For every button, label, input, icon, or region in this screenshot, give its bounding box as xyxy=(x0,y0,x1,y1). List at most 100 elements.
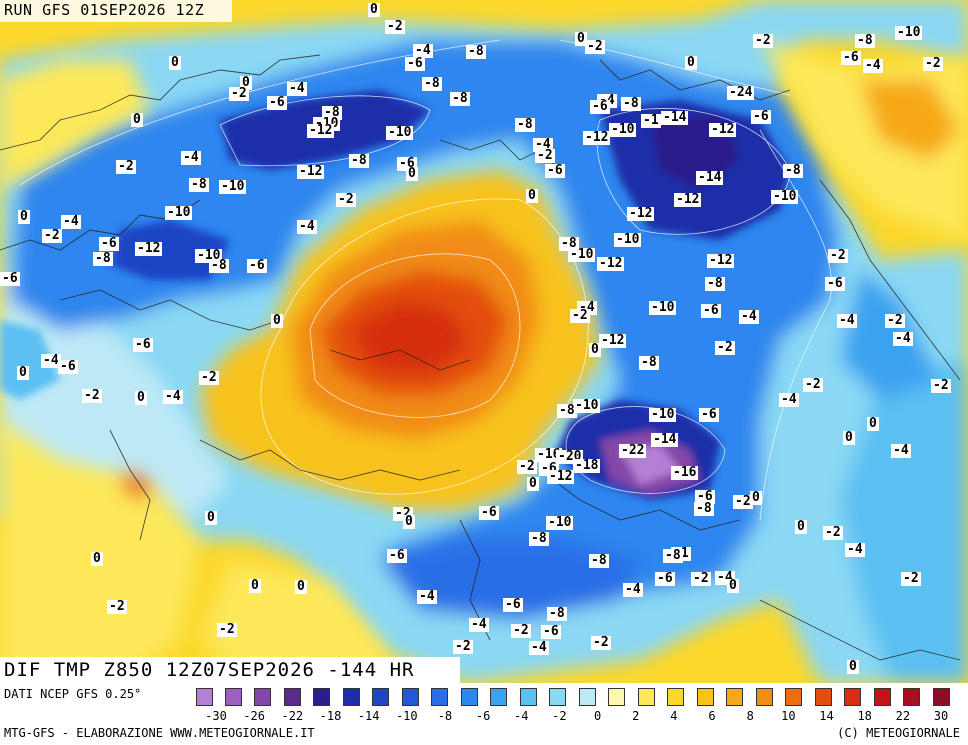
anomaly-value-label: 0 xyxy=(135,390,147,405)
anomaly-value-label: 0 xyxy=(795,519,807,534)
anomaly-value-label: -12 xyxy=(597,256,625,271)
anomaly-value-label: -24 xyxy=(727,85,755,100)
anomaly-value-label: -10 xyxy=(573,398,601,413)
anomaly-value-label: -12 xyxy=(547,469,575,484)
anomaly-value-label: -22 xyxy=(619,443,647,458)
scale-swatch xyxy=(903,688,920,706)
anomaly-value-label: -14 xyxy=(651,432,679,447)
anomaly-value-label: -4 xyxy=(469,617,489,632)
anomaly-value-label: -10 xyxy=(568,247,596,262)
anomaly-value-label: -2 xyxy=(453,639,473,654)
anomaly-value-label: -6 xyxy=(479,505,499,520)
credit-left: MTG-GFS - ELABORAZIONE WWW.METEOGIORNALE… xyxy=(4,726,315,740)
anomaly-value-label: -18 xyxy=(573,458,601,473)
anomaly-value-label: -2 xyxy=(107,599,127,614)
anomaly-value-label: -10 xyxy=(614,232,642,247)
anomaly-value-label: -2 xyxy=(336,192,356,207)
scale-swatch xyxy=(933,688,950,706)
anomaly-value-label: -10 xyxy=(546,515,574,530)
anomaly-value-label: -8 xyxy=(639,355,659,370)
anomaly-value-label: -2 xyxy=(591,635,611,650)
scale-tick-label: -10 xyxy=(395,709,418,723)
anomaly-value-label: -6 xyxy=(695,489,715,504)
anomaly-value-label: -12 xyxy=(583,130,611,145)
anomaly-value-label: -10 xyxy=(649,407,677,422)
anomaly-value-label: -4 xyxy=(417,589,437,604)
anomaly-value-label: -10 xyxy=(219,179,247,194)
scale-swatch xyxy=(372,688,389,706)
anomaly-value-label: -6 xyxy=(405,56,425,71)
anomaly-value-label: -4 xyxy=(61,214,81,229)
anomaly-value-label: -4 xyxy=(297,219,317,234)
scale-swatch xyxy=(785,688,802,706)
anomaly-value-label: -12 xyxy=(599,333,627,348)
scale-tick-label: -2 xyxy=(552,709,567,723)
anomaly-value-label: -8 xyxy=(93,251,113,266)
scale-swatch xyxy=(844,688,861,706)
anomaly-value-label: -2 xyxy=(803,377,823,392)
scale-swatch xyxy=(726,688,743,706)
anomaly-value-label: -8 xyxy=(450,91,470,106)
anomaly-value-label: 0 xyxy=(406,166,418,181)
anomaly-value-label: -2 xyxy=(517,459,537,474)
anomaly-value-label: -6 xyxy=(267,95,287,110)
anomaly-value-label: -2 xyxy=(931,378,951,393)
anomaly-value-label: -6 xyxy=(655,571,675,586)
scale-swatch xyxy=(549,688,566,706)
scale-swatch xyxy=(313,688,330,706)
map-canvas xyxy=(0,0,968,683)
anomaly-value-label: -2 xyxy=(901,571,921,586)
anomaly-value-label: -8 xyxy=(322,105,342,120)
scale-tick-label: 10 xyxy=(781,709,796,723)
scale-swatch xyxy=(520,688,537,706)
scale-tick-label: -26 xyxy=(243,709,265,723)
anomaly-value-label: -6 xyxy=(699,407,719,422)
anomaly-value-label: -8 xyxy=(209,258,229,273)
anomaly-value-label: -2 xyxy=(42,228,62,243)
anomaly-value-label: -16 xyxy=(671,465,699,480)
scale-tick-label: -22 xyxy=(281,709,304,723)
anomaly-value-label: -4 xyxy=(845,542,865,557)
data-source: DATI NCEP GFS 0.25° xyxy=(4,687,142,701)
anomaly-value-label: -16 xyxy=(535,447,563,462)
anomaly-value-label: -2 xyxy=(385,19,405,34)
anomaly-value-label: -6 xyxy=(58,359,78,374)
scale-swatch xyxy=(579,688,596,706)
anomaly-value-label: -4 xyxy=(779,392,799,407)
credit-right: (C) METEOGIORNALE xyxy=(837,726,960,740)
scale-swatch xyxy=(874,688,891,706)
anomaly-value-label: -8 xyxy=(515,117,535,132)
scale-swatch xyxy=(343,688,360,706)
anomaly-value-label: -2 xyxy=(715,340,735,355)
anomaly-value-label: -14 xyxy=(661,110,689,125)
anomaly-value-label: 0 xyxy=(867,416,879,431)
scale-tick-label: 8 xyxy=(746,709,754,723)
color-scale: -30 -26 -22 -18 -14 -10 -8 -6 -4 -2 0 2 4 6 8 10 14 18 22 3… xyxy=(196,688,968,728)
anomaly-value-label: -6 xyxy=(545,163,565,178)
anomaly-value-label: -4 xyxy=(739,309,759,324)
anomaly-value-label: -2 xyxy=(217,622,237,637)
scale-swatch xyxy=(697,688,714,706)
scale-tick-label: 2 xyxy=(632,709,640,723)
scale-tick-label: 0 xyxy=(593,709,602,723)
anomaly-value-label: -8 xyxy=(663,548,683,563)
anomaly-value-label: -4 xyxy=(623,582,643,597)
scale-tick-label: -4 xyxy=(514,709,529,723)
anomaly-value-label: -2 xyxy=(585,39,605,54)
anomaly-value-label: 0 xyxy=(403,514,415,529)
anomaly-value-label: -8 xyxy=(783,163,803,178)
anomaly-value-label: 0 xyxy=(169,55,181,70)
scale-swatch xyxy=(402,688,419,706)
anomaly-value-label: -6 xyxy=(247,258,267,273)
caption-text: DIF TMP Z850 12Z07SEP2026 -144 HR xyxy=(4,659,415,681)
scale-swatch xyxy=(756,688,773,706)
scale-tick-label: 4 xyxy=(670,709,678,723)
scale-swatch xyxy=(431,688,448,706)
scale-tick-label: 30 xyxy=(933,709,949,723)
anomaly-value-label: -12 xyxy=(297,164,325,179)
anomaly-value-label: -8 xyxy=(349,153,369,168)
anomaly-value-label: -4 xyxy=(529,640,549,655)
anomaly-value-label: -12 xyxy=(674,192,702,207)
anomaly-value-label: -6 xyxy=(503,597,523,612)
anomaly-value-label: -8 xyxy=(557,403,577,418)
